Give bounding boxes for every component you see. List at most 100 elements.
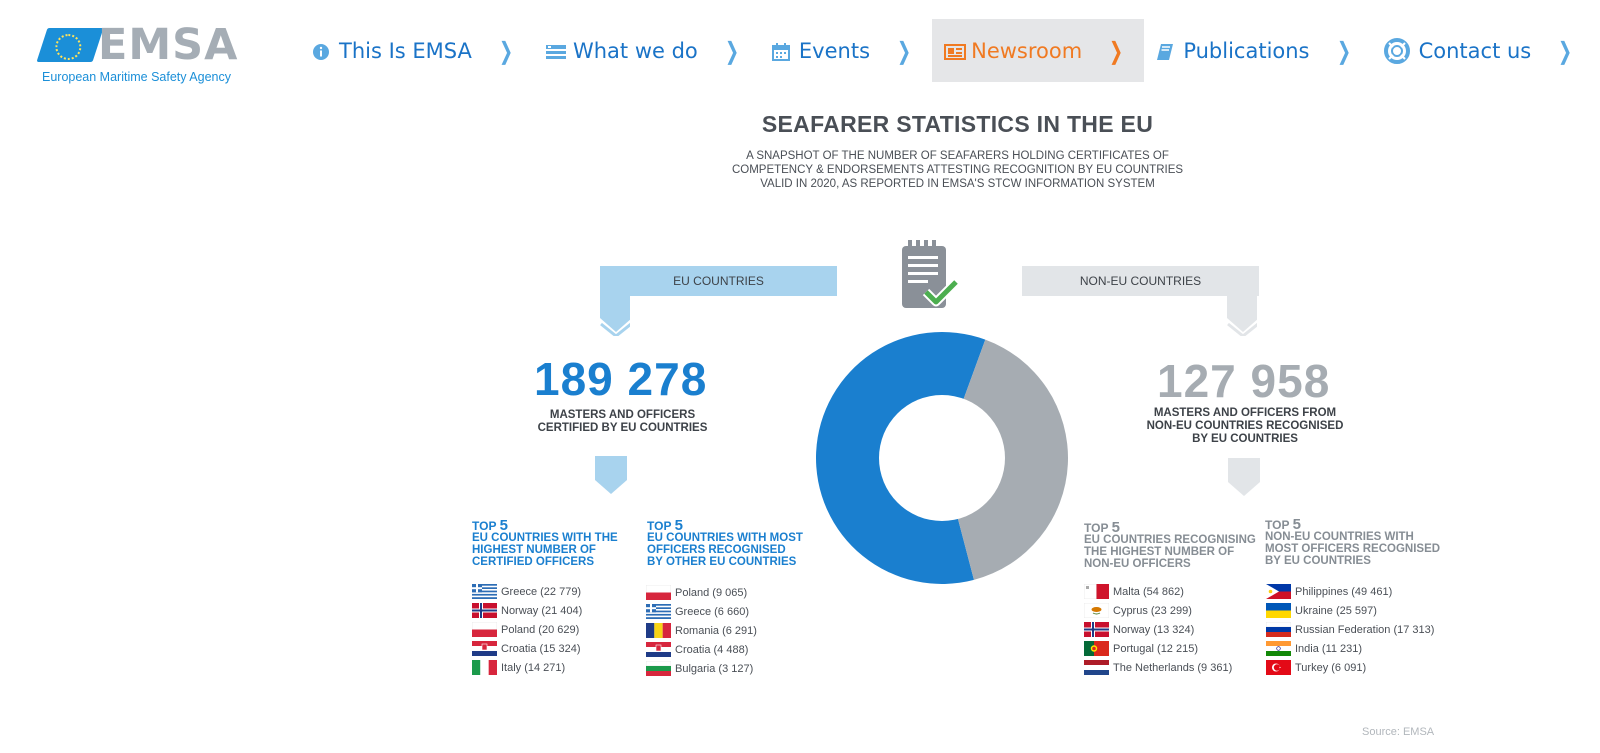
list-item-label: Russian Federation (17 313) <box>1295 623 1435 636</box>
non-eu-countries-banner: NON-EU COUNTRIES <box>1022 266 1259 296</box>
poland-flag-icon <box>646 585 671 600</box>
croatia-flag-icon <box>646 642 671 657</box>
non-eu-total-caption: MASTERS AND OFFICERS FROM NON-EU COUNTRI… <box>1130 407 1360 446</box>
main-navigation: This Is EMSA ❯ What we do ❯ Events ❯ New… <box>300 19 1579 82</box>
turkey-flag-icon <box>1266 660 1291 675</box>
list-item: Greece (22 779) <box>472 582 582 601</box>
chevron-right-icon: ❯ <box>897 36 912 65</box>
heading-line: MOST OFFICERS RECOGNISED <box>1265 543 1441 555</box>
nav-label: What we do <box>572 38 698 63</box>
top-prefix: TOP <box>1084 521 1109 535</box>
top5-list: Philippines (49 461) Ukraine (25 597) Russ… <box>1266 582 1434 677</box>
list-item: Norway (21 404) <box>472 601 582 620</box>
nav-label: Events <box>798 38 871 63</box>
nav-label: Publications <box>1183 38 1310 63</box>
russia-flag-icon <box>1266 622 1291 637</box>
clipboard-check-icon <box>902 240 960 308</box>
list-item-label: The Netherlands (9 361) <box>1113 661 1233 674</box>
list-item-label: Bulgaria (3 127) <box>675 662 754 675</box>
list-item: Poland (20 629) <box>472 620 582 639</box>
heading-line: NON-EU OFFICERS <box>1084 558 1191 570</box>
eu-down-arrow-icon <box>595 456 627 494</box>
list-item: Ukraine (25 597) <box>1266 601 1434 620</box>
top-prefix: TOP <box>647 519 672 533</box>
list-item-label: Croatia (15 324) <box>501 642 581 655</box>
list-item-label: Italy (14 271) <box>501 661 566 674</box>
list-item: Italy (14 271) <box>472 658 582 677</box>
heading-line: THE HIGHEST NUMBER OF <box>1084 546 1235 558</box>
croatia-flag-icon <box>472 641 497 656</box>
list-item: Romania (6 291) <box>646 621 757 640</box>
top5-eu-certified-heading: TOP 5 EU COUNTRIES WITH THE HIGHEST NUMB… <box>472 518 618 568</box>
top-number: 5 <box>674 517 683 534</box>
emsa-logo[interactable]: EMSA European Maritime Safety Agency <box>36 20 242 90</box>
list-item-label: Greece (22 779) <box>501 585 582 598</box>
list-item-label: India (11 231) <box>1295 642 1363 655</box>
nav-item-publications[interactable]: Publications ❯ <box>1144 19 1371 82</box>
list-item-label: Portugal (12 215) <box>1113 642 1198 655</box>
list-item: Malta (54 862) <box>1084 582 1232 601</box>
list-item: Russian Federation (17 313) <box>1266 620 1434 639</box>
nav-item-contact-us[interactable]: Contact us ❯ <box>1372 19 1580 82</box>
logo-wordmark: EMSA <box>98 20 239 70</box>
top5-list: Poland (9 065) Greece (6 660) Romania (6 2… <box>646 583 757 678</box>
subtitle-line: COMPETENCY & ENDORSEMENTS ATTESTING RECO… <box>731 164 1184 176</box>
list-item-label: Ukraine (25 597) <box>1295 604 1377 617</box>
top5-non-eu-recognised-heading: TOP 5 NON-EU COUNTRIES WITH MOST OFFICER… <box>1265 516 1441 567</box>
list-item-label: Greece (6 660) <box>675 605 749 618</box>
non-eu-banner-tail <box>1227 296 1257 336</box>
nav-label: This Is EMSA <box>339 38 472 63</box>
eu-total-caption: MASTERS AND OFFICERS CERTIFIED BY EU COU… <box>530 409 715 435</box>
non-eu-total-number: 127 958 <box>1157 355 1331 407</box>
caption-line: BY EU COUNTRIES <box>1192 433 1298 445</box>
eu-vs-non-eu-donut-chart <box>816 332 1068 584</box>
source-credit: Source: EMSA <box>1362 726 1435 738</box>
ukraine-flag-icon <box>1266 603 1291 618</box>
eu-countries-banner: EU COUNTRIES <box>600 266 837 296</box>
nav-item-newsroom[interactable]: Newsroom ❯ <box>932 19 1145 82</box>
italy-flag-icon <box>472 660 497 675</box>
caption-line: MASTERS AND OFFICERS FROM <box>1153 407 1337 419</box>
chevron-right-icon: ❯ <box>724 36 739 65</box>
list-item: Portugal (12 215) <box>1084 639 1232 658</box>
top5-eu-recognised-heading: TOP 5 EU COUNTRIES WITH MOST OFFICERS RE… <box>647 517 803 568</box>
caption-line: MASTERS AND OFFICERS <box>549 409 696 421</box>
eu-stars-logo-mark <box>36 28 104 62</box>
list-item: Cyprus (23 299) <box>1084 601 1232 620</box>
list-item-label: Malta (54 862) <box>1113 585 1184 598</box>
subtitle-line: A SNAPSHOT OF THE NUMBER OF SEAFARERS HO… <box>746 150 1169 162</box>
list-item: Norway (13 324) <box>1084 620 1232 639</box>
list-item-label: Norway (21 404) <box>501 604 583 617</box>
infographic-subtitle: A SNAPSHOT OF THE NUMBER OF SEAFARERS HO… <box>430 149 1485 191</box>
list-item-label: Poland (20 629) <box>501 623 580 636</box>
newspaper-icon <box>944 42 967 60</box>
list-item-label: Norway (13 324) <box>1113 623 1195 636</box>
bulgaria-flag-icon <box>646 661 671 676</box>
subtitle-line: VALID IN 2020, AS REPORTED IN EMSA'S STC… <box>760 178 1155 190</box>
india-flag-icon <box>1266 641 1291 656</box>
list-item-label: Croatia (4 488) <box>675 643 749 656</box>
netherlands-flag-icon <box>1084 660 1109 675</box>
top-number: 5 <box>1292 516 1301 533</box>
nav-item-this-is-emsa[interactable]: This Is EMSA ❯ <box>300 19 534 82</box>
malta-flag-icon <box>1084 584 1109 599</box>
list-item: Greece (6 660) <box>646 602 757 621</box>
top-prefix: TOP <box>472 519 497 533</box>
list-item: The Netherlands (9 361) <box>1084 658 1232 677</box>
portugal-flag-icon <box>1084 641 1109 656</box>
list-item-label: Romania (6 291) <box>675 624 757 637</box>
list-item-label: Cyprus (23 299) <box>1113 604 1192 617</box>
poland-flag-icon <box>472 622 497 637</box>
nav-item-events[interactable]: Events ❯ <box>760 19 932 82</box>
list-item: Bulgaria (3 127) <box>646 659 757 678</box>
donut-hole <box>879 395 1005 521</box>
infographic-title: SEAFARER STATISTICS IN THE EU <box>761 111 1154 137</box>
nav-item-what-we-do[interactable]: What we do ❯ <box>534 19 760 82</box>
romania-flag-icon <box>646 623 671 638</box>
chevron-right-icon: ❯ <box>1336 36 1351 65</box>
greece-flag-icon <box>472 584 497 599</box>
lifebuoy-icon <box>1383 37 1410 64</box>
greece-flag-icon <box>646 604 671 619</box>
list-item-label: Philippines (49 461) <box>1295 585 1393 598</box>
heading-line: HIGHEST NUMBER OF <box>472 544 596 556</box>
